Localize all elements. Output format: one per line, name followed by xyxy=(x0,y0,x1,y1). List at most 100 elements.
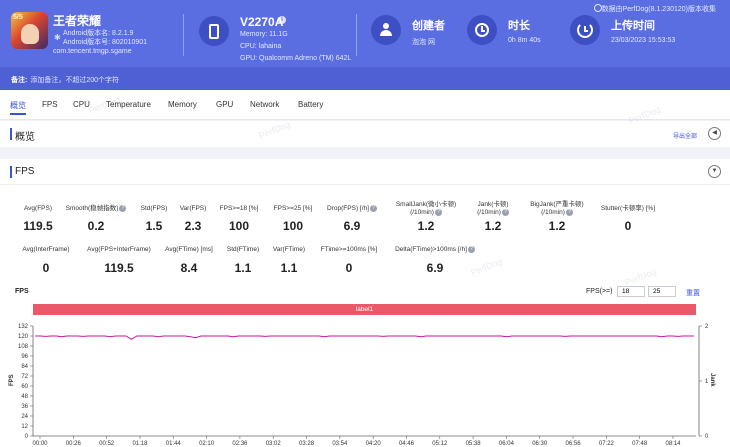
collapse-left-icon[interactable]: ◀ xyxy=(708,127,721,140)
metric-label: Avg(FPS+InterFrame) xyxy=(69,246,169,254)
metric-value: 1.2 xyxy=(548,219,566,233)
upload-label: 上传时间 xyxy=(611,20,655,32)
metric-label: Var(FPS) xyxy=(143,205,243,213)
metric-label-text: Avg(FPS) xyxy=(23,205,53,212)
y2-tick-label: 2 xyxy=(705,324,709,330)
metric-label-text: FPS>=25 [%] xyxy=(273,205,313,212)
reset-link[interactable]: 重置 xyxy=(686,290,700,297)
x-tick-label: 00:26 xyxy=(66,441,82,447)
fps-filter-label: FPS(>=) xyxy=(586,288,613,295)
duration-value: 0h 8m 40s xyxy=(508,37,541,44)
metric-label: Avg(InterFrame) xyxy=(0,246,96,254)
y-tick-label: 36 xyxy=(21,404,28,410)
help-icon[interactable]: ? xyxy=(119,205,127,212)
metric-label: Std(FPS) xyxy=(104,205,204,213)
y-tick-label: 120 xyxy=(18,334,29,340)
metric-label-text: Var(FPS) xyxy=(179,205,207,212)
metric-value: 0.2 xyxy=(87,219,105,233)
fps-chart-title: FPS xyxy=(15,288,29,295)
metric-label-text: SmallJank(微小卡顿) (/10min) xyxy=(395,201,457,217)
clock-icon xyxy=(467,15,497,45)
android-version-code: Android版本号: 802010901 xyxy=(63,39,148,46)
upload-value: 23/03/2023 15:53:53 xyxy=(611,37,676,44)
metric-label-text: FPS>=18 [%] xyxy=(219,205,259,212)
creator-label: 创建者 xyxy=(412,20,445,32)
metric-label-text: Std(FPS) xyxy=(140,205,168,212)
fps-threshold-input-2[interactable] xyxy=(648,286,676,297)
x-tick-label: 03:54 xyxy=(332,441,348,447)
x-tick-label: 00:00 xyxy=(32,441,48,447)
y2-tick-label: 0 xyxy=(705,434,709,440)
metric-value: 1.5 xyxy=(145,219,163,233)
y-tick-label: 132 xyxy=(18,324,29,330)
metric-label: Avg(FTime) [ms] xyxy=(139,246,239,254)
metric-label-text: Drop(FPS) [/h] xyxy=(327,205,369,213)
remark-placeholder[interactable]: 添加备注，不超过200个字符 xyxy=(30,77,120,84)
y-tick-label: 12 xyxy=(21,424,28,430)
x-tick-label: 03:28 xyxy=(299,441,315,447)
x-tick-label: 04:20 xyxy=(366,441,382,447)
metric-value: 100 xyxy=(282,219,304,233)
help-icon[interactable]: ? xyxy=(369,205,377,212)
x-tick-label: 01:44 xyxy=(166,441,182,447)
metric-label: FPS>=25 [%] xyxy=(243,205,343,213)
collector-info-icon xyxy=(594,4,602,12)
app-name: 王者荣耀 xyxy=(53,14,102,28)
tab-network[interactable]: Network xyxy=(250,100,280,109)
metric-label-text: Avg(FPS+InterFrame) xyxy=(87,246,151,253)
device-memory: Memory: 11.1G xyxy=(240,31,288,38)
tab-fps[interactable]: FPS xyxy=(42,100,58,109)
y-tick-label: 72 xyxy=(21,374,28,380)
x-tick-label: 06:04 xyxy=(499,441,515,447)
y2-axis-label: Jank xyxy=(709,373,715,387)
x-tick-label: 05:38 xyxy=(466,441,482,447)
tab-battery[interactable]: Battery xyxy=(298,100,324,109)
collapse-down-icon[interactable]: ▼ xyxy=(708,165,721,178)
help-icon[interactable]: ? xyxy=(467,246,475,253)
metric-label-text: Stutter(卡顿率) [%] xyxy=(600,205,656,212)
metric-label-text: Avg(InterFrame) xyxy=(22,246,70,253)
app-icon-hero xyxy=(21,24,39,44)
x-tick-label: 00:52 xyxy=(99,441,115,447)
metric-label: FPS>=18 [%] xyxy=(189,205,289,213)
duration-label: 时长 xyxy=(508,20,530,32)
metric-label: Avg(FPS) xyxy=(0,205,88,213)
help-icon[interactable]: ? xyxy=(501,209,509,216)
label-bar[interactable]: label1 xyxy=(33,304,696,315)
app-package: com.tencent.tmgp.sgame xyxy=(53,48,132,55)
x-tick-label: 04:46 xyxy=(399,441,415,447)
report-header: 5/5 王者荣耀 ✱ Android版本名: 8.2.1.9 Android版本… xyxy=(0,0,730,90)
metric-value: 0 xyxy=(624,219,632,233)
metric-label-text: FTime>=100ms [%] xyxy=(320,246,378,253)
remark-bar[interactable]: 备注: 添加备注，不超过200个字符 xyxy=(0,67,730,90)
metric-label: Var(FTime) xyxy=(239,246,339,254)
metric-label-text: Jank(卡顿) (/10min) xyxy=(477,201,509,217)
y-axis-label: FPS xyxy=(9,374,15,386)
help-icon[interactable]: ? xyxy=(565,209,573,216)
y-tick-label: 96 xyxy=(21,354,28,360)
tab-overview[interactable]: 概览 xyxy=(10,101,26,115)
metric-label-text: Smooth(稳帧指数) xyxy=(65,205,119,213)
tab-gpu[interactable]: GPU xyxy=(216,100,234,109)
android-icon: ✱ xyxy=(54,33,61,42)
metric-value: 6.9 xyxy=(343,219,361,233)
tab-cpu[interactable]: CPU xyxy=(73,100,90,109)
device-cpu: CPU: lahaina xyxy=(240,43,282,50)
overview-title: 概览 xyxy=(15,132,35,143)
metric-value: 119.5 xyxy=(23,219,53,233)
metric-label: SmallJank(微小卡顿) (/10min)? xyxy=(376,201,476,217)
help-icon[interactable]: ? xyxy=(434,209,442,216)
export-all-link[interactable]: 导出全部 xyxy=(673,134,698,140)
metric-value: 8.4 xyxy=(180,261,198,275)
device-info-icon[interactable]: i xyxy=(278,16,286,24)
fps-threshold-input-1[interactable] xyxy=(617,286,645,297)
x-tick-label: 06:30 xyxy=(532,441,548,447)
metric-label-text: Avg(FTime) [ms] xyxy=(165,246,213,253)
app-icon-badge: 5/5 xyxy=(13,14,23,21)
y2-tick-label: 1 xyxy=(705,379,709,385)
app-version-block: Android版本名: 8.2.1.9 Android版本号: 80201090… xyxy=(63,29,147,47)
tab-memory[interactable]: Memory xyxy=(168,100,197,109)
tab-temperature[interactable]: Temperature xyxy=(106,100,151,109)
fps-series-line[interactable] xyxy=(35,335,694,340)
